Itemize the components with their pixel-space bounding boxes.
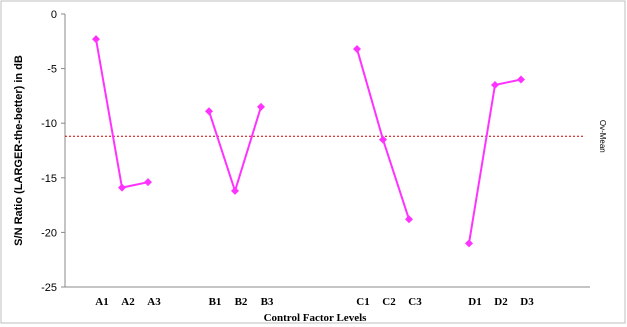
data-point-B1 xyxy=(205,107,213,116)
x-tick-label: B1 xyxy=(209,296,222,308)
data-point-C2 xyxy=(379,135,387,144)
x-tick-label: A1 xyxy=(95,296,108,308)
series-layer xyxy=(92,35,525,248)
series-line-3 xyxy=(468,78,522,244)
y-tick-label: -10 xyxy=(41,118,57,130)
data-point-C1 xyxy=(353,44,361,53)
data-point-B3 xyxy=(257,102,265,111)
data-point-B2 xyxy=(231,186,239,195)
series-line-1 xyxy=(208,106,262,195)
x-tick-label: D2 xyxy=(494,296,508,308)
x-axis-title: Control Factor Levels xyxy=(264,312,368,324)
y-axis-ticks: 0 -5 -10 -15 -20 -25 xyxy=(41,9,65,294)
data-point-D2 xyxy=(491,80,499,89)
data-point-D1 xyxy=(465,239,473,248)
x-tick-label: A3 xyxy=(147,296,161,308)
x-tick-label: B2 xyxy=(235,296,248,308)
y-tick-label: -25 xyxy=(41,282,57,294)
y-tick-label: -15 xyxy=(41,173,57,185)
x-tick-label: D3 xyxy=(520,296,534,308)
series-line-0 xyxy=(95,38,149,189)
overall-mean-label: Ov-Mean xyxy=(598,120,607,153)
data-point-A1 xyxy=(92,35,100,44)
x-tick-label: C2 xyxy=(382,296,396,308)
x-tick-label: B3 xyxy=(261,296,274,308)
data-point-D3 xyxy=(517,75,525,84)
x-tick-label: D1 xyxy=(468,296,481,308)
x-tick-label: C3 xyxy=(408,296,422,308)
y-tick-label: -20 xyxy=(41,227,57,239)
overall-mean-reference: Ov-Mean xyxy=(65,120,607,153)
x-tick-label: C1 xyxy=(356,296,369,308)
series-line-2 xyxy=(356,48,410,220)
y-tick-label: 0 xyxy=(51,9,57,21)
y-tick-label: -5 xyxy=(47,64,57,76)
data-point-A3 xyxy=(144,178,152,187)
data-point-A2 xyxy=(118,183,126,192)
x-axis-ticks: A1 A2 A3 B1 B2 B3 C1 C2 C3 D1 D2 D3 xyxy=(95,296,534,308)
data-point-C3 xyxy=(405,215,413,224)
x-tick-label: A2 xyxy=(121,296,135,308)
y-axis-title: S/N Ratio (LARGER-the-better) in dB xyxy=(13,55,25,246)
